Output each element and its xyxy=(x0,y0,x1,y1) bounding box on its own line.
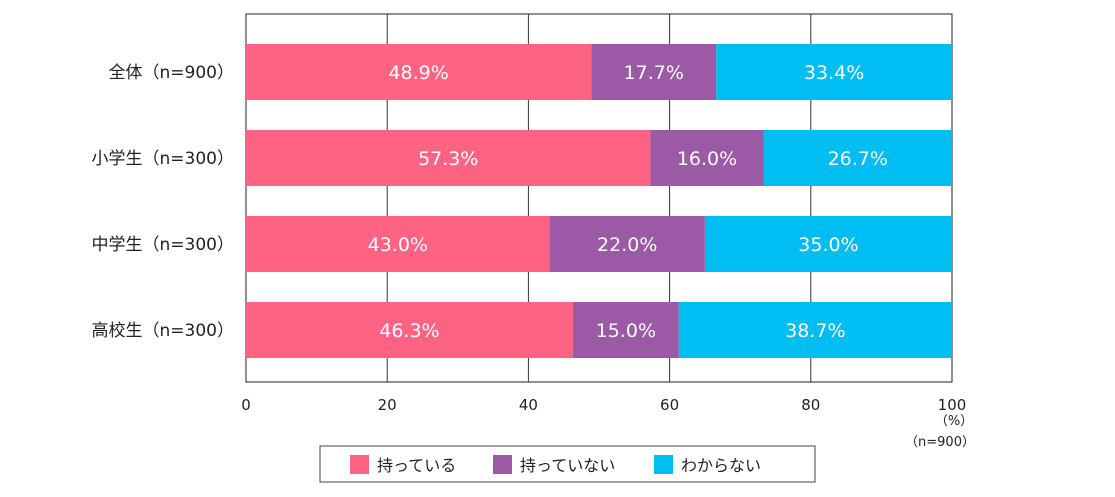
bar-segment xyxy=(246,216,550,272)
bar-segment xyxy=(678,302,952,358)
bar-segment xyxy=(246,44,592,100)
legend-frame xyxy=(319,445,816,483)
data-label: 26.7% xyxy=(828,148,888,170)
data-label: 38.7% xyxy=(785,320,845,342)
data-label: 15.0% xyxy=(596,320,656,342)
bar-segment xyxy=(246,302,573,358)
bar-segment xyxy=(549,216,705,272)
data-label: 16.0% xyxy=(677,148,737,170)
x-tick-label: 80 xyxy=(801,396,820,414)
category-label: 高校生（n=300） xyxy=(92,321,234,341)
data-label: 48.9% xyxy=(388,62,448,84)
bar-segment xyxy=(716,44,952,100)
bar-segment xyxy=(650,130,764,186)
bar-segment xyxy=(572,302,679,358)
legend-label: わからない xyxy=(681,456,761,475)
category-label: 小学生（n=300） xyxy=(92,149,234,169)
legend-label: 持っていない xyxy=(520,456,615,475)
x-tick-label: 60 xyxy=(660,396,679,414)
x-tick-label: 40 xyxy=(519,396,538,414)
data-label: 33.4% xyxy=(804,62,864,84)
bar-segment xyxy=(591,44,717,100)
data-label: 43.0% xyxy=(368,234,428,256)
legend: 持っている 持っていない わからない xyxy=(319,445,816,483)
x-unit-label: （%） xyxy=(935,414,973,429)
x-tick-label: 20 xyxy=(378,396,397,414)
legend-swatch xyxy=(350,455,369,474)
bar-segment xyxy=(763,130,952,186)
bar-group: 48.9% 17.7% 33.4% 57.3% 16.0% 26.7% 43.0% 22.0%… xyxy=(246,44,952,358)
x-tick-label: 0 xyxy=(241,396,251,414)
data-label: 57.3% xyxy=(418,148,478,170)
bar-segment xyxy=(704,216,952,272)
x-tick-label: 100 xyxy=(938,396,967,414)
plot-frame xyxy=(245,13,953,383)
category-label: 中学生（n=300） xyxy=(92,235,234,255)
x-axis: 0 20 40 60 80 100 xyxy=(241,396,966,414)
legend-swatch xyxy=(493,455,512,474)
legend-swatch xyxy=(654,455,673,474)
data-label: 17.7% xyxy=(624,62,684,84)
data-label: 46.3% xyxy=(379,320,439,342)
bar-segment xyxy=(246,130,651,186)
category-labels: 全体（n=900） 小学生（n=300） 中学生（n=300） 高校生（n=300） xyxy=(92,63,234,341)
legend-label: 持っている xyxy=(377,456,456,475)
data-label: 22.0% xyxy=(597,234,657,256)
sample-size-note: （n=900） xyxy=(905,435,975,450)
data-label: 35.0% xyxy=(798,234,858,256)
category-label: 全体（n=900） xyxy=(109,63,234,83)
